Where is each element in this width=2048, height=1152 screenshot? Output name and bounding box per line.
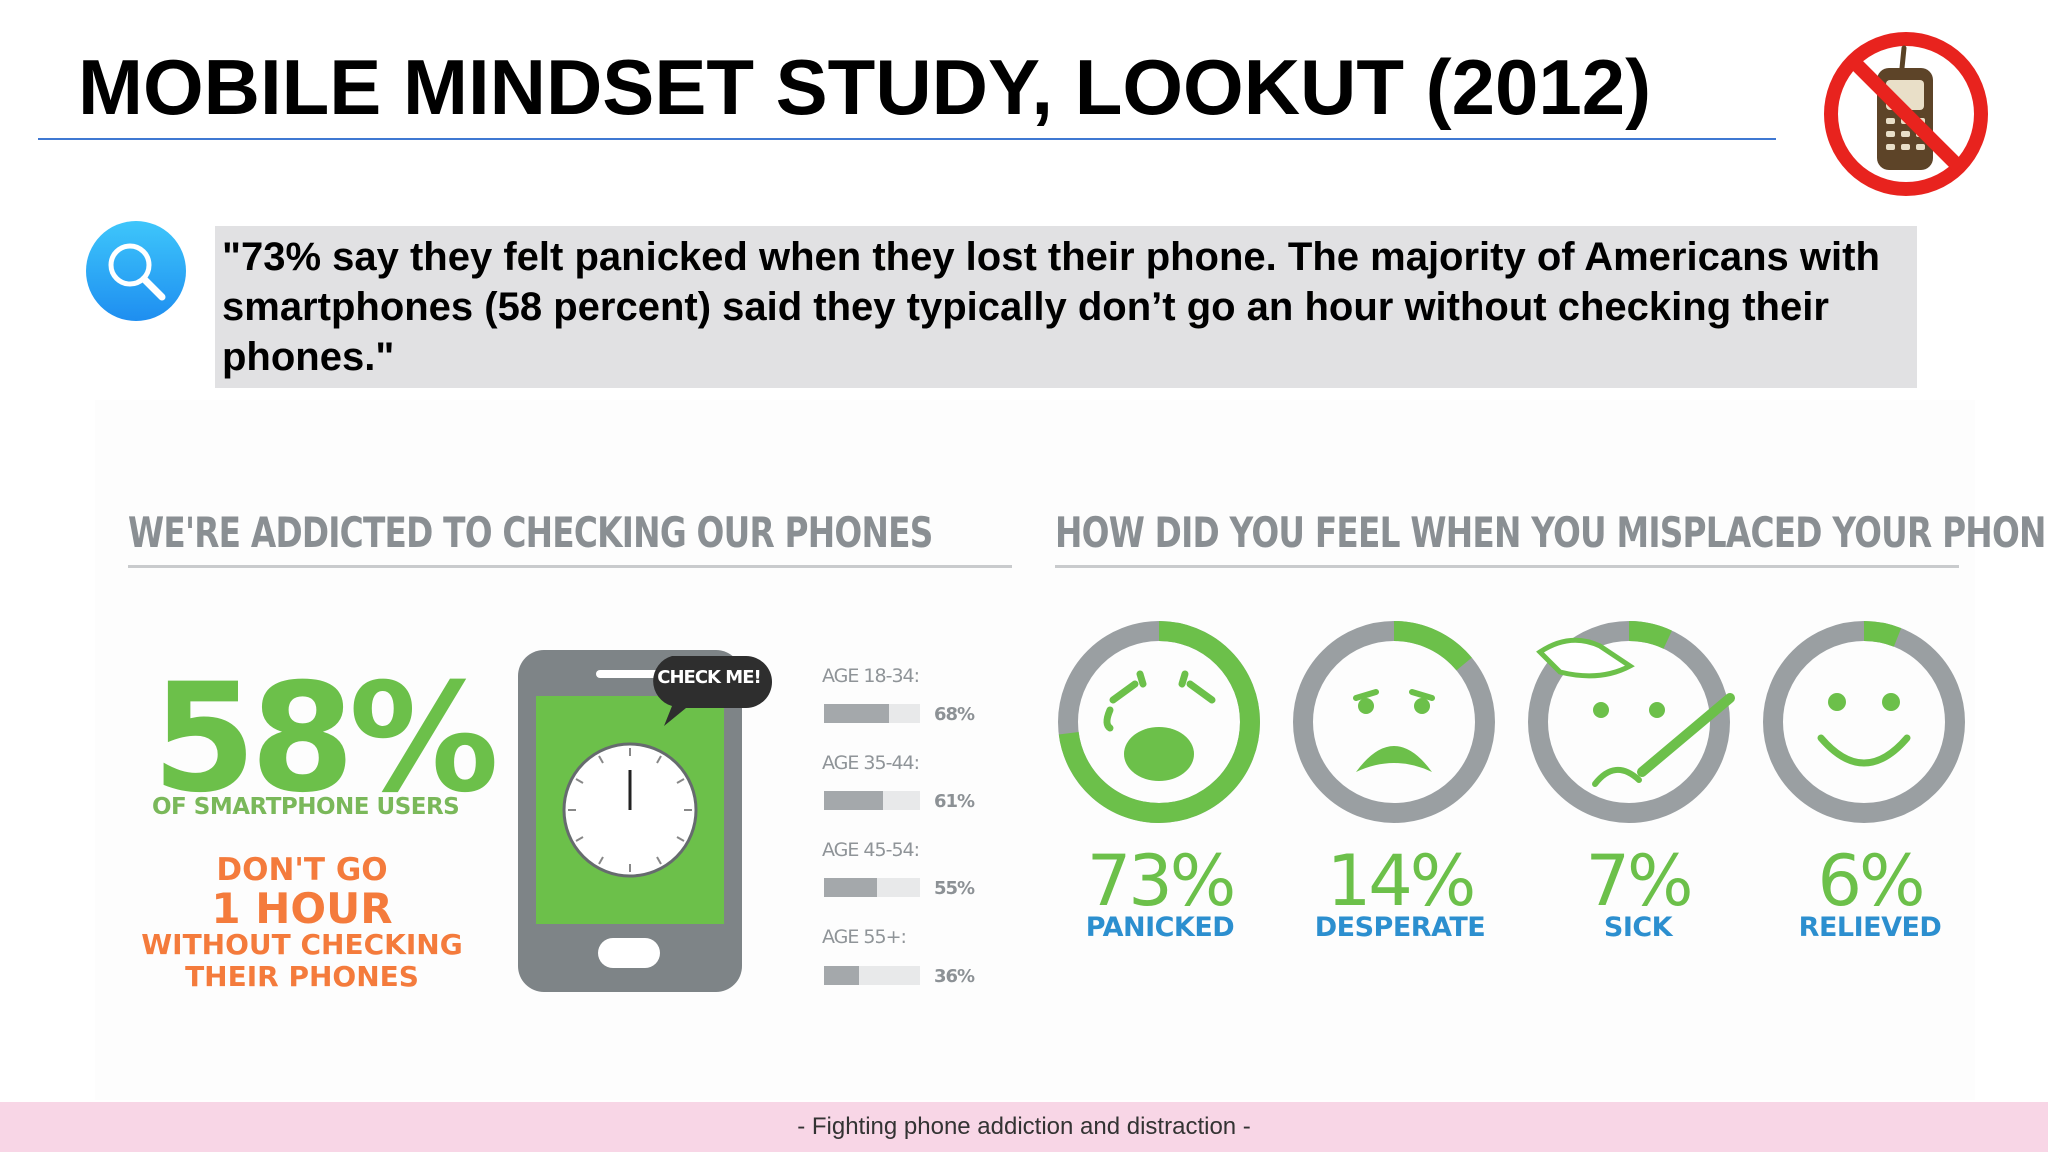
addicted-heading: WE'RE ADDICTED TO CHECKING OUR PHONES bbox=[128, 508, 933, 557]
their-phones-text: THEIR PHONES bbox=[185, 960, 419, 993]
age-bar bbox=[824, 966, 859, 985]
ring-arc-relieved bbox=[1763, 621, 1965, 823]
sick-face-icon bbox=[1536, 637, 1735, 787]
title-divider bbox=[38, 138, 1776, 140]
addicted-heading-rule bbox=[128, 565, 1012, 568]
no-phone-icon bbox=[1824, 32, 1988, 196]
age-bar-value: 61% bbox=[934, 791, 975, 812]
footer-band bbox=[0, 1102, 2048, 1152]
age-label: AGE 45-54: bbox=[822, 839, 920, 861]
ring-arc-desperate bbox=[1293, 621, 1495, 823]
age-bar bbox=[824, 704, 890, 723]
misplaced-heading: HOW DID YOU FEEL WHEN YOU MISPLACED YOUR… bbox=[1055, 508, 2048, 557]
age-label: AGE 35-44: bbox=[822, 752, 920, 774]
smartphone-users-text: OF SMARTPHONE USERS bbox=[152, 794, 460, 820]
quote-box bbox=[215, 226, 1917, 388]
age-bar bbox=[824, 791, 883, 810]
misplaced-heading-rule bbox=[1055, 565, 1959, 568]
panicked-label: PANICKED bbox=[1085, 912, 1235, 943]
panicked-percent: 73% bbox=[1086, 840, 1237, 922]
age-bar-value: 68% bbox=[934, 704, 975, 725]
age-bar-track bbox=[824, 791, 920, 810]
age-bar-value: 36% bbox=[934, 966, 975, 987]
age-label: AGE 55+: bbox=[822, 926, 907, 948]
desperate-label: DESPERATE bbox=[1314, 912, 1486, 943]
panicked-face-icon bbox=[1103, 670, 1216, 781]
age-bar bbox=[824, 878, 877, 897]
big-percent: 58% bbox=[152, 652, 499, 826]
age-label: AGE 18-34: bbox=[822, 665, 920, 687]
phone-clock-illustration bbox=[518, 650, 742, 992]
page-title: MOBILE MINDSET STUDY, LOOKUT (2012) bbox=[78, 43, 1652, 131]
desperate-percent: 14% bbox=[1326, 840, 1477, 922]
sick-percent: 7% bbox=[1585, 840, 1693, 922]
ring-track bbox=[1763, 621, 1965, 823]
age-bar-value: 55% bbox=[934, 878, 975, 899]
check-me-text: CHECK ME! bbox=[657, 667, 761, 688]
dont-go-text: DON'T GO bbox=[216, 852, 388, 888]
relieved-face-icon bbox=[1817, 693, 1911, 767]
one-hour-text: 1 HOUR bbox=[211, 884, 393, 933]
ring-arc-sick bbox=[1528, 621, 1730, 823]
footer-text: - Fighting phone addiction and distracti… bbox=[797, 1113, 1251, 1140]
age-bar-track bbox=[824, 878, 920, 897]
sick-label: SICK bbox=[1603, 912, 1673, 943]
speech-bubble bbox=[653, 656, 772, 726]
ring-arc-panicked bbox=[1058, 621, 1260, 823]
desperate-face-icon bbox=[1353, 689, 1435, 772]
search-icon bbox=[86, 221, 186, 321]
age-bar-track bbox=[824, 704, 920, 723]
age-bar-track bbox=[824, 966, 920, 985]
relieved-percent: 6% bbox=[1817, 840, 1925, 922]
relieved-label: RELIEVED bbox=[1798, 912, 1942, 943]
feelings-rings bbox=[1058, 621, 1965, 823]
without-checking-text: WITHOUT CHECKING bbox=[141, 928, 463, 961]
quote-text: "73% say they felt panicked when they lo… bbox=[222, 235, 1880, 379]
